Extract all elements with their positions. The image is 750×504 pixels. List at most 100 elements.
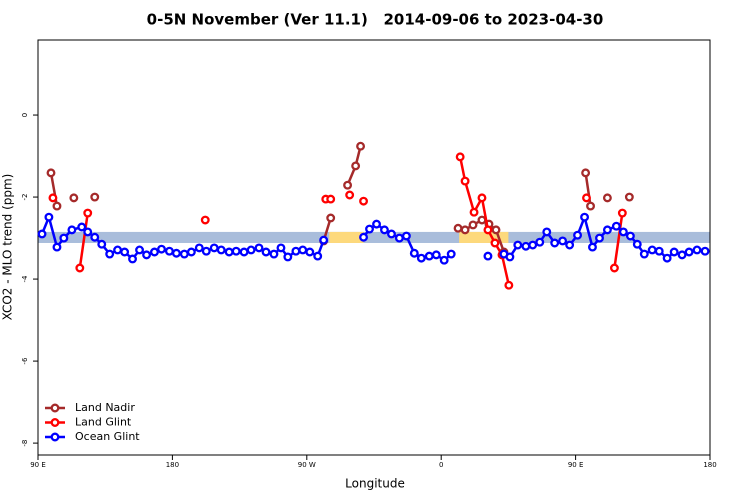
data-point xyxy=(37,229,47,239)
data-point xyxy=(194,243,204,253)
x-tick-label: 90 E xyxy=(30,461,46,469)
band-highlight xyxy=(329,231,364,243)
data-point xyxy=(231,246,241,256)
data-point xyxy=(150,247,159,257)
data-point xyxy=(460,225,470,235)
data-point xyxy=(468,220,478,230)
y-tick-label: -8 xyxy=(21,440,29,447)
data-point xyxy=(477,193,487,203)
data-point xyxy=(105,249,115,259)
data-point xyxy=(409,248,419,258)
y-tick-label: -6 xyxy=(21,357,29,365)
data-point xyxy=(416,253,426,263)
data-point xyxy=(580,212,590,222)
data-point xyxy=(157,244,166,254)
band-highlight xyxy=(459,231,509,243)
data-point xyxy=(171,248,181,258)
data-point xyxy=(44,212,54,222)
data-point xyxy=(135,245,144,255)
legend-marker xyxy=(50,432,60,442)
data-point xyxy=(632,239,642,249)
data-point xyxy=(581,168,591,178)
data-point xyxy=(483,225,493,235)
data-point xyxy=(164,246,174,256)
data-point xyxy=(246,245,256,255)
legend-marker xyxy=(50,418,60,427)
data-point xyxy=(224,247,234,257)
data-point xyxy=(565,240,575,250)
data-point xyxy=(588,242,597,252)
data-point xyxy=(431,250,441,260)
data-point xyxy=(343,180,353,190)
reference-band xyxy=(38,231,710,243)
x-tick-label: 180 xyxy=(166,461,179,469)
data-point xyxy=(90,232,100,242)
data-point xyxy=(97,239,107,249)
legend-marker xyxy=(50,403,60,413)
data-point xyxy=(291,246,301,256)
data-point xyxy=(609,263,619,273)
data-point xyxy=(677,250,687,260)
data-point xyxy=(455,152,465,162)
data-point xyxy=(209,243,219,253)
data-point xyxy=(647,245,657,255)
data-point xyxy=(200,215,210,225)
data-point xyxy=(186,247,196,257)
data-point xyxy=(142,250,152,260)
data-point xyxy=(276,243,286,253)
data-point xyxy=(75,263,85,273)
data-point xyxy=(542,227,552,237)
data-point xyxy=(662,253,672,263)
data-point xyxy=(67,225,77,235)
legend-label: Land Glint xyxy=(75,416,132,429)
data-point xyxy=(201,246,211,256)
data-point xyxy=(345,190,355,200)
data-point xyxy=(624,192,634,202)
data-point xyxy=(611,221,621,231)
y-tick-label: -4 xyxy=(21,275,29,283)
data-point xyxy=(113,245,123,255)
data-point xyxy=(521,241,531,251)
data-point xyxy=(359,232,368,242)
data-point xyxy=(439,255,449,265)
data-point xyxy=(319,235,329,245)
data-point xyxy=(669,247,679,257)
x-tick-label: 180 xyxy=(703,461,716,469)
data-point xyxy=(359,196,368,206)
data-point xyxy=(573,230,582,240)
data-point xyxy=(351,161,361,171)
data-point xyxy=(305,247,315,257)
data-point xyxy=(586,201,595,211)
data-point xyxy=(535,237,545,247)
data-point xyxy=(356,141,366,151)
data-point xyxy=(639,249,649,259)
x-tick-label: 90 E xyxy=(568,461,584,469)
data-point xyxy=(52,242,62,252)
data-point xyxy=(477,215,487,225)
data-point xyxy=(365,224,374,234)
data-point xyxy=(550,238,560,248)
data-point xyxy=(387,229,396,239)
y-axis-label: XCO2 - MLO trend (ppm) xyxy=(1,174,15,321)
data-point xyxy=(684,247,694,257)
data-point xyxy=(625,231,635,241)
data-point xyxy=(558,236,568,246)
data-point xyxy=(692,245,702,255)
chart-title: 0-5N November (Ver 11.1) 2014-09-06 to 2… xyxy=(147,11,604,29)
x-tick-label: 0 xyxy=(439,461,443,469)
data-point xyxy=(394,233,404,243)
data-point xyxy=(326,194,336,204)
data-point xyxy=(453,223,463,233)
data-point xyxy=(446,249,456,259)
x-tick-label: 90 W xyxy=(298,461,316,469)
data-point xyxy=(490,238,500,248)
plot-frame xyxy=(37,39,711,456)
data-point xyxy=(216,245,226,255)
data-point xyxy=(602,193,612,203)
data-point xyxy=(59,233,69,243)
data-point xyxy=(83,208,93,218)
data-point xyxy=(239,247,249,257)
data-point xyxy=(700,246,710,256)
data-point xyxy=(460,176,470,186)
data-point xyxy=(179,249,189,259)
